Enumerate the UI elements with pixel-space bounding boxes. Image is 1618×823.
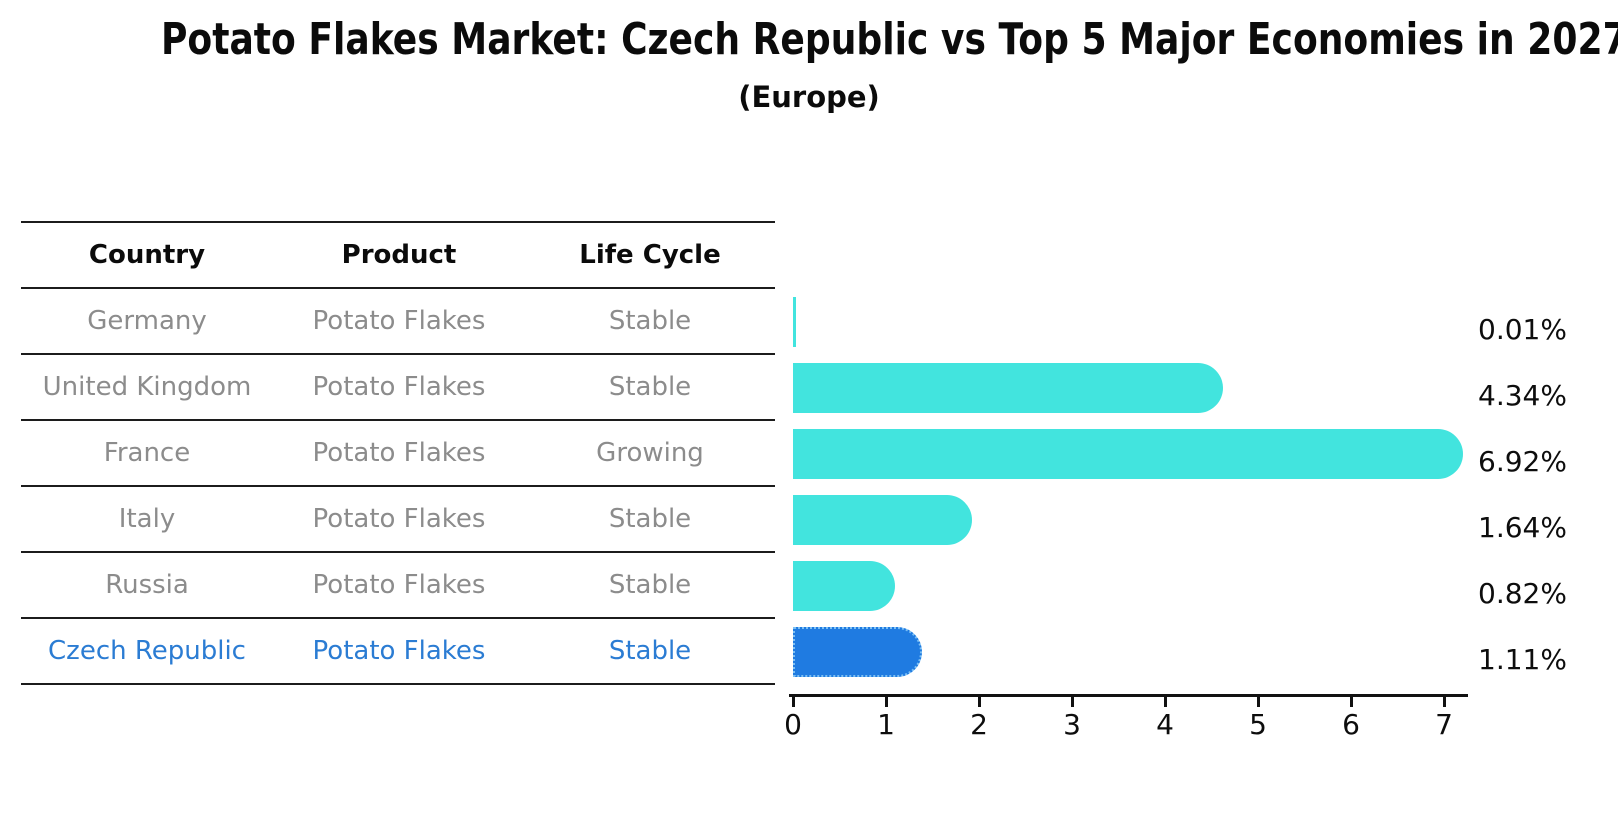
- x-axis-tick-label: 2: [970, 708, 988, 741]
- column-header-life-cycle: Life Cycle: [579, 240, 721, 270]
- chart-title: Potato Flakes Market: Czech Republic vs …: [0, 14, 1618, 65]
- value-label: 0.01%: [1478, 312, 1567, 346]
- x-axis-tick: [1350, 697, 1353, 707]
- chart-subtitle: (Europe): [738, 80, 880, 114]
- value-label-row: 0.01%: [1478, 296, 1567, 362]
- bar-row: [793, 553, 1493, 619]
- table-row: United Kingdom Potato Flakes Stable: [21, 355, 775, 421]
- x-axis-tick-label: 7: [1435, 708, 1453, 741]
- x-axis-tick: [792, 697, 795, 707]
- table-row: Germany Potato Flakes Stable: [21, 289, 775, 355]
- table-row: Russia Potato Flakes Stable: [21, 553, 775, 619]
- table-header-row: Country Product Life Cycle: [21, 221, 775, 289]
- cell-life-cycle: Stable: [608, 636, 692, 666]
- value-label: 6.92%: [1478, 444, 1567, 478]
- value-label: 0.82%: [1478, 576, 1567, 610]
- chart-title-text: Potato Flakes Market: Czech Republic vs …: [160, 14, 1618, 65]
- x-axis-tick-label: 0: [784, 708, 802, 741]
- value-label: 4.34%: [1478, 378, 1567, 412]
- table-row: Czech Republic Potato Flakes Stable: [21, 619, 775, 685]
- x-axis-tick-label: 4: [1156, 708, 1174, 741]
- table-row: France Potato Flakes Growing: [21, 421, 775, 487]
- cell-country: Italy: [118, 504, 176, 534]
- bar-italy: [793, 495, 972, 545]
- bar-row: [793, 289, 1493, 355]
- x-axis-tick-label: 1: [877, 708, 895, 741]
- value-label-row: 4.34%: [1478, 362, 1567, 428]
- cell-product: Potato Flakes: [312, 372, 486, 402]
- x-axis-tick: [978, 697, 981, 707]
- bar-plot-area: [793, 289, 1493, 685]
- column-header-country: Country: [88, 240, 206, 270]
- column-header-product: Product: [341, 240, 457, 270]
- x-axis-tick: [1071, 697, 1074, 707]
- value-label-row: 0.82%: [1478, 560, 1567, 626]
- value-label-row: 1.11%: [1478, 626, 1567, 692]
- table-row: Italy Potato Flakes Stable: [21, 487, 775, 553]
- cell-country: Czech Republic: [48, 636, 246, 666]
- cell-life-cycle: Stable: [608, 570, 692, 600]
- bar-germany: [793, 297, 796, 347]
- x-axis-tick: [885, 697, 888, 707]
- bar-row: [793, 355, 1493, 421]
- cell-product: Potato Flakes: [312, 438, 486, 468]
- x-axis-tick-label: 6: [1342, 708, 1360, 741]
- x-axis-spine: [789, 694, 1468, 697]
- cell-country: United Kingdom: [42, 372, 252, 402]
- cell-product: Potato Flakes: [312, 636, 486, 666]
- value-label: 1.11%: [1478, 642, 1567, 676]
- cell-life-cycle: Growing: [596, 438, 704, 468]
- value-label: 1.64%: [1478, 510, 1567, 544]
- cell-country: Germany: [87, 306, 207, 336]
- cell-life-cycle: Stable: [608, 306, 692, 336]
- bar-row: [793, 619, 1493, 685]
- table-body: Germany Potato Flakes Stable United Kingdom…: [21, 289, 775, 685]
- bar-row: [793, 487, 1493, 553]
- cell-product: Potato Flakes: [312, 306, 486, 336]
- cell-product: Potato Flakes: [312, 504, 486, 534]
- bar-france: [793, 429, 1463, 479]
- bar-row: [793, 421, 1493, 487]
- value-label-row: 6.92%: [1478, 428, 1567, 494]
- cell-country: Russia: [105, 570, 189, 600]
- bar-highlighted-czech-republic: [793, 627, 923, 677]
- cell-life-cycle: Stable: [608, 372, 692, 402]
- cell-product: Potato Flakes: [312, 570, 486, 600]
- value-label-column: 0.01% 4.34% 6.92% 1.64% 0.82% 1.11%: [1478, 296, 1567, 692]
- cell-country: France: [103, 438, 191, 468]
- cell-life-cycle: Stable: [608, 504, 692, 534]
- x-axis-tick: [1164, 697, 1167, 707]
- x-axis-tick: [1443, 697, 1446, 707]
- bar-russia: [793, 561, 896, 611]
- value-label-row: 1.64%: [1478, 494, 1567, 560]
- x-axis-tick: [1257, 697, 1260, 707]
- x-axis-tick-label: 3: [1063, 708, 1081, 741]
- country-table: Country Product Life Cycle Germany Potato…: [21, 221, 775, 685]
- bar-united-kingdom: [793, 363, 1223, 413]
- x-axis-tick-label: 5: [1249, 708, 1267, 741]
